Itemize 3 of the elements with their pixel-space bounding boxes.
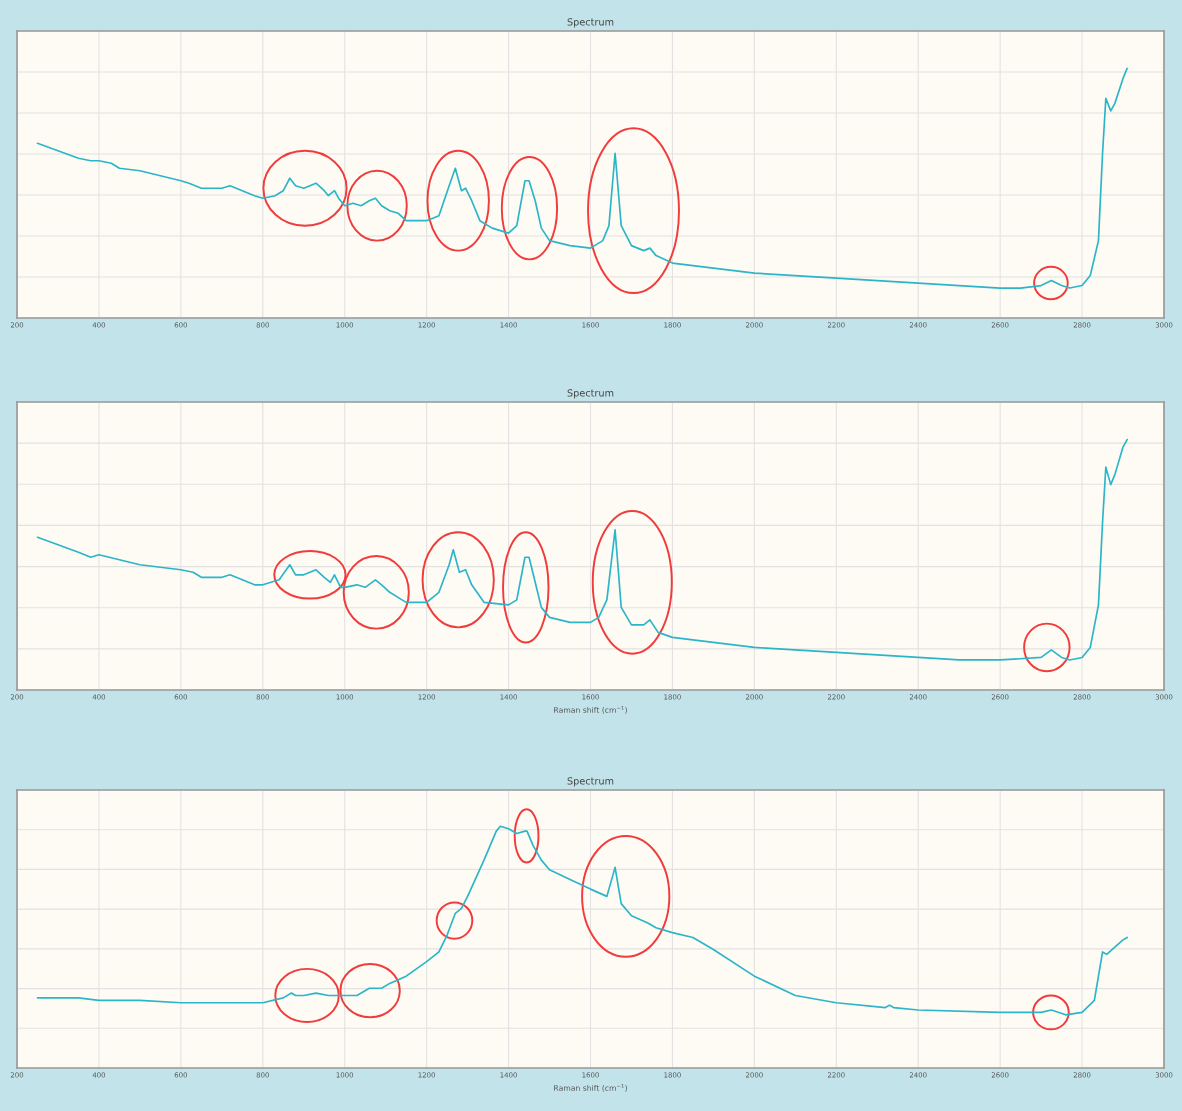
chart-title: Spectrum (567, 777, 614, 787)
chart-title: Spectrum (567, 18, 614, 28)
chart-title: Spectrum (567, 389, 614, 399)
